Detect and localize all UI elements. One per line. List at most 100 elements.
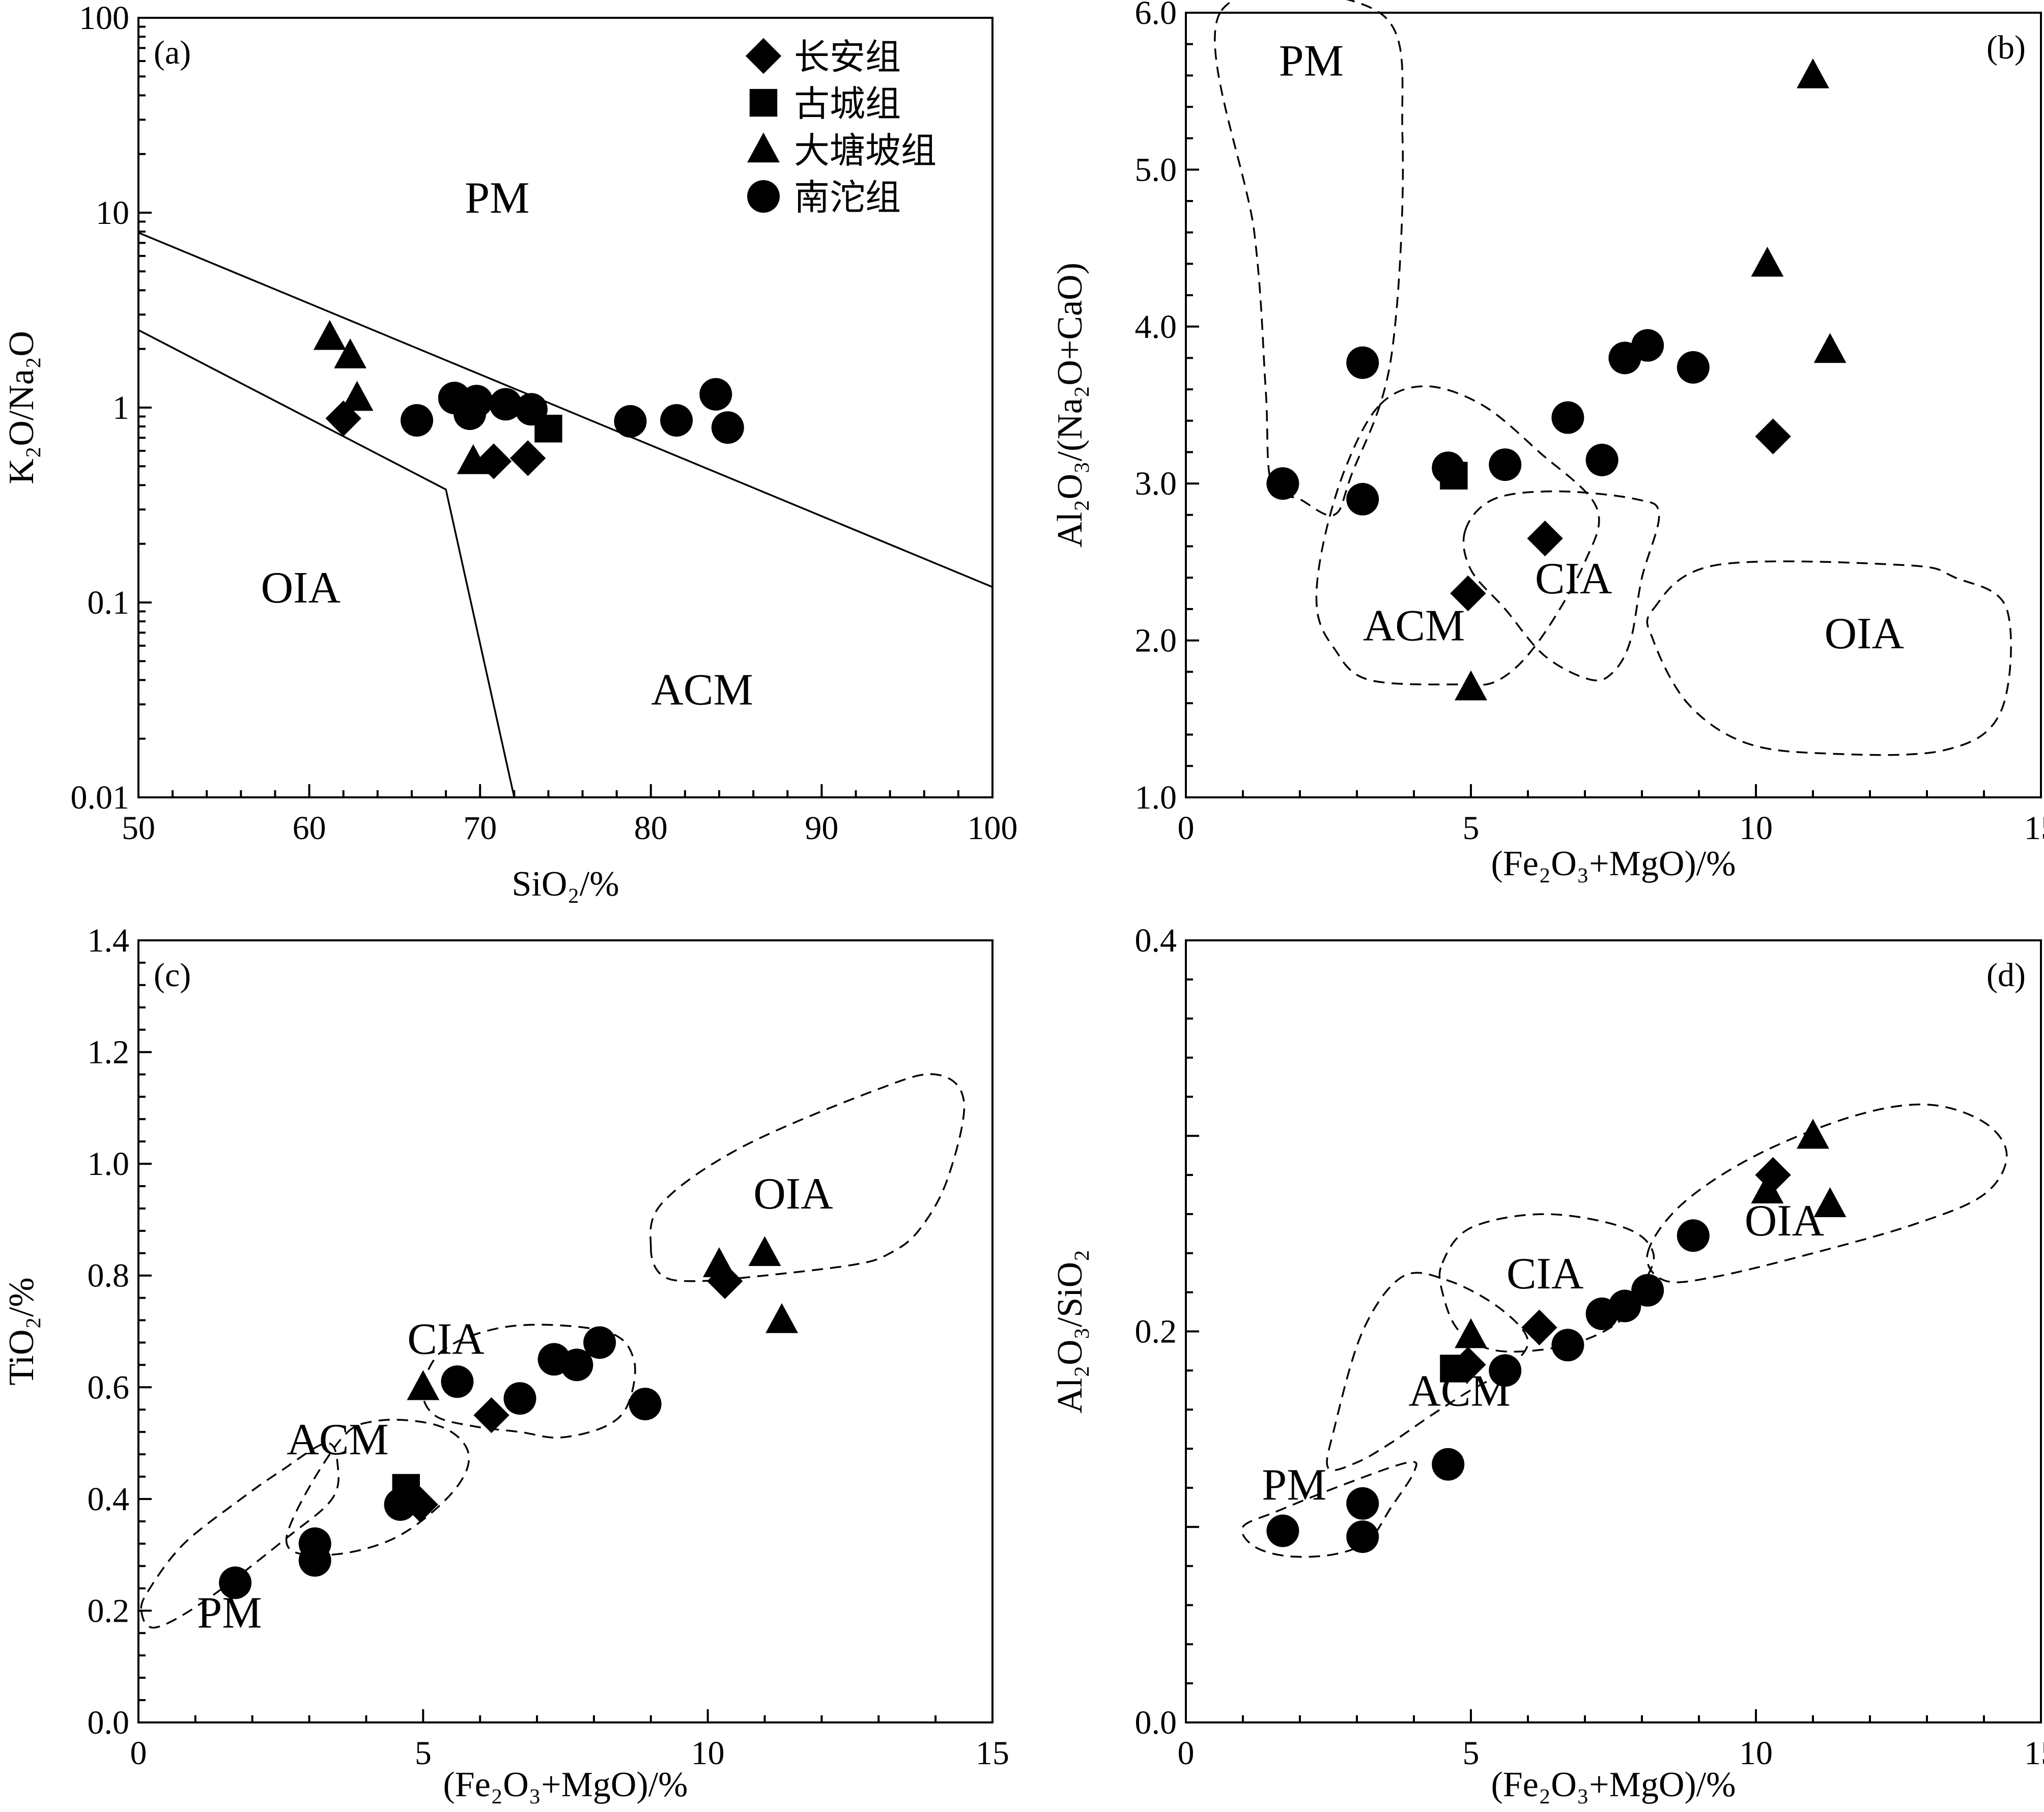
x-tick-label: 80: [634, 810, 668, 847]
x-tick-label: 5: [1463, 810, 1480, 847]
panel-label: (d): [1986, 957, 2026, 994]
y-tick-label: 6.0: [1135, 0, 1177, 32]
x-tick-label: 0: [1178, 810, 1195, 847]
region-label-pm: PM: [1262, 1460, 1326, 1510]
data-point-circle: [1551, 401, 1584, 434]
region-label-oia: OIA: [261, 563, 340, 613]
data-point-triangle: [1455, 670, 1487, 701]
field-outline-pm: [140, 1442, 339, 1629]
y-tick-label: 0.2: [1135, 1313, 1177, 1350]
region-label-acm: ACM: [287, 1415, 389, 1464]
x-tick-label: 15: [976, 1735, 1009, 1772]
data-point-diamond: [707, 1263, 743, 1299]
field-outline-oia: [1646, 1103, 2008, 1283]
y-tick-label: 0.8: [88, 1257, 130, 1295]
data-point-circle: [1677, 351, 1710, 384]
data-point-circle: [1346, 1487, 1379, 1520]
data-point-diamond: [1527, 520, 1563, 557]
field-outline-cia: [1462, 490, 1660, 682]
data-point-circle: [1266, 467, 1299, 500]
data-point-circle: [1551, 1329, 1584, 1362]
x-tick-label: 70: [463, 810, 497, 847]
y-axis-label: TiO₂/%: [2, 1277, 41, 1385]
x-tick-label: 5: [1463, 1735, 1480, 1772]
legend-marker-square: [749, 89, 778, 117]
x-tick-label: 60: [293, 810, 326, 847]
legend-item: 古城组: [749, 83, 901, 125]
field-outline-acm: [286, 1419, 470, 1556]
legend-marker-circle: [747, 180, 780, 213]
region-label-pm: PM: [1279, 36, 1344, 85]
y-tick-label: 1.4: [88, 922, 130, 959]
legend-label: 古城组: [794, 83, 901, 125]
y-tick-label: 0.01: [71, 779, 130, 816]
data-point-triangle: [407, 1370, 440, 1400]
data-point-circle: [384, 1488, 417, 1521]
data-point-circle: [219, 1566, 252, 1599]
data-point-diamond: [1521, 1309, 1557, 1346]
panel-a: 50 60 70 80 90 100 0.01 0.1 1 10 100 SiO₂/% K₂O/Na₂O…: [2, 0, 1018, 904]
data-point-circle: [1346, 346, 1379, 379]
x-axis-label: SiO₂/%: [512, 865, 619, 904]
data-point-circle: [460, 385, 493, 418]
panel-b: 0 5 10 15 1.0 2.0 3.0 4.0 5.0 6.0 (Fe₂O₃+MgO)/% Al₂…: [1051, 0, 2044, 883]
data-point-circle: [711, 411, 744, 444]
y-tick-label: 0.1: [88, 584, 130, 621]
data-point-triangle: [457, 444, 490, 474]
data-point-diamond: [1450, 575, 1486, 612]
legend-item: 长安组: [745, 36, 901, 78]
field-outline-pm: [1241, 1461, 1417, 1558]
data-point-circle: [1489, 1354, 1522, 1387]
data-point-circle: [660, 404, 693, 437]
data-point-circle: [1432, 1448, 1465, 1481]
data-point-circle: [298, 1544, 331, 1577]
data-point-circle: [1489, 448, 1522, 481]
data-point-triangle: [1813, 333, 1847, 363]
data-point-triangle: [334, 338, 367, 368]
data-point-triangle: [1797, 1118, 1829, 1149]
y-tick-label: 0.6: [88, 1369, 130, 1406]
legend-item: 南沱组: [747, 177, 901, 218]
y-tick-label: 0.2: [88, 1592, 130, 1629]
data-point-circle: [1631, 329, 1664, 362]
field-outline-acm: [1326, 1272, 1529, 1472]
y-tick-label: 1.2: [88, 1034, 130, 1071]
data-point-triangle: [1751, 246, 1784, 277]
x-tick-label: 0: [1178, 1735, 1195, 1772]
y-tick-label: 1.0: [1135, 779, 1177, 816]
data-point-circle: [583, 1326, 616, 1359]
x-axis-label: (Fe₂O₃+MgO)/%: [1491, 844, 1736, 883]
y-tick-label: 0.0: [1135, 1704, 1177, 1741]
data-point-triangle: [765, 1303, 799, 1333]
data-point-triangle: [1455, 1318, 1487, 1348]
data-point-circle: [489, 388, 522, 421]
panel-c: 0 5 10 15 0.0 0.2 0.4 0.6 0.8 1.0 1.2 1.4 (Fe₂O₃+MgO…: [2, 922, 1009, 1804]
y-tick-label: 0.4: [1135, 922, 1177, 959]
x-axis-label: (Fe₂O₃+MgO)/%: [1491, 1765, 1736, 1804]
y-tick-label: 0.0: [88, 1704, 130, 1741]
x-tick-label: 10: [1739, 1735, 1773, 1772]
field-outline-pm: [1214, 0, 1404, 516]
data-point-circle: [629, 1388, 662, 1421]
region-label-oia: OIA: [1825, 609, 1904, 658]
data-point-circle: [1631, 1274, 1664, 1307]
x-tick-label: 5: [415, 1735, 432, 1772]
y-axis-label: Al₂O₃/SiO₂: [1051, 1249, 1090, 1413]
data-point-diamond: [475, 443, 512, 479]
y-tick-label: 4.0: [1135, 308, 1177, 346]
panel-d: 0 5 10 15 0.0 0.2 0.4 (Fe₂O₃+MgO)/% Al₂O₃/SiO₂ (d…: [1051, 922, 2044, 1804]
x-tick-label: 100: [968, 810, 1018, 847]
data-point-circle: [1608, 1289, 1641, 1322]
data-point-diamond: [473, 1397, 509, 1433]
panel-label: (a): [154, 34, 191, 71]
x-tick-label: 0: [130, 1735, 147, 1772]
field-outline-cia: [421, 1324, 636, 1439]
x-tick-label: 10: [1739, 810, 1773, 847]
plot-frame: [137, 939, 993, 1723]
data-point-circle: [515, 393, 548, 426]
data-point-circle: [401, 404, 434, 437]
plot-frame: [1185, 12, 2042, 798]
y-tick-label: 100: [79, 0, 129, 37]
legend-label: 南沱组: [794, 177, 901, 218]
